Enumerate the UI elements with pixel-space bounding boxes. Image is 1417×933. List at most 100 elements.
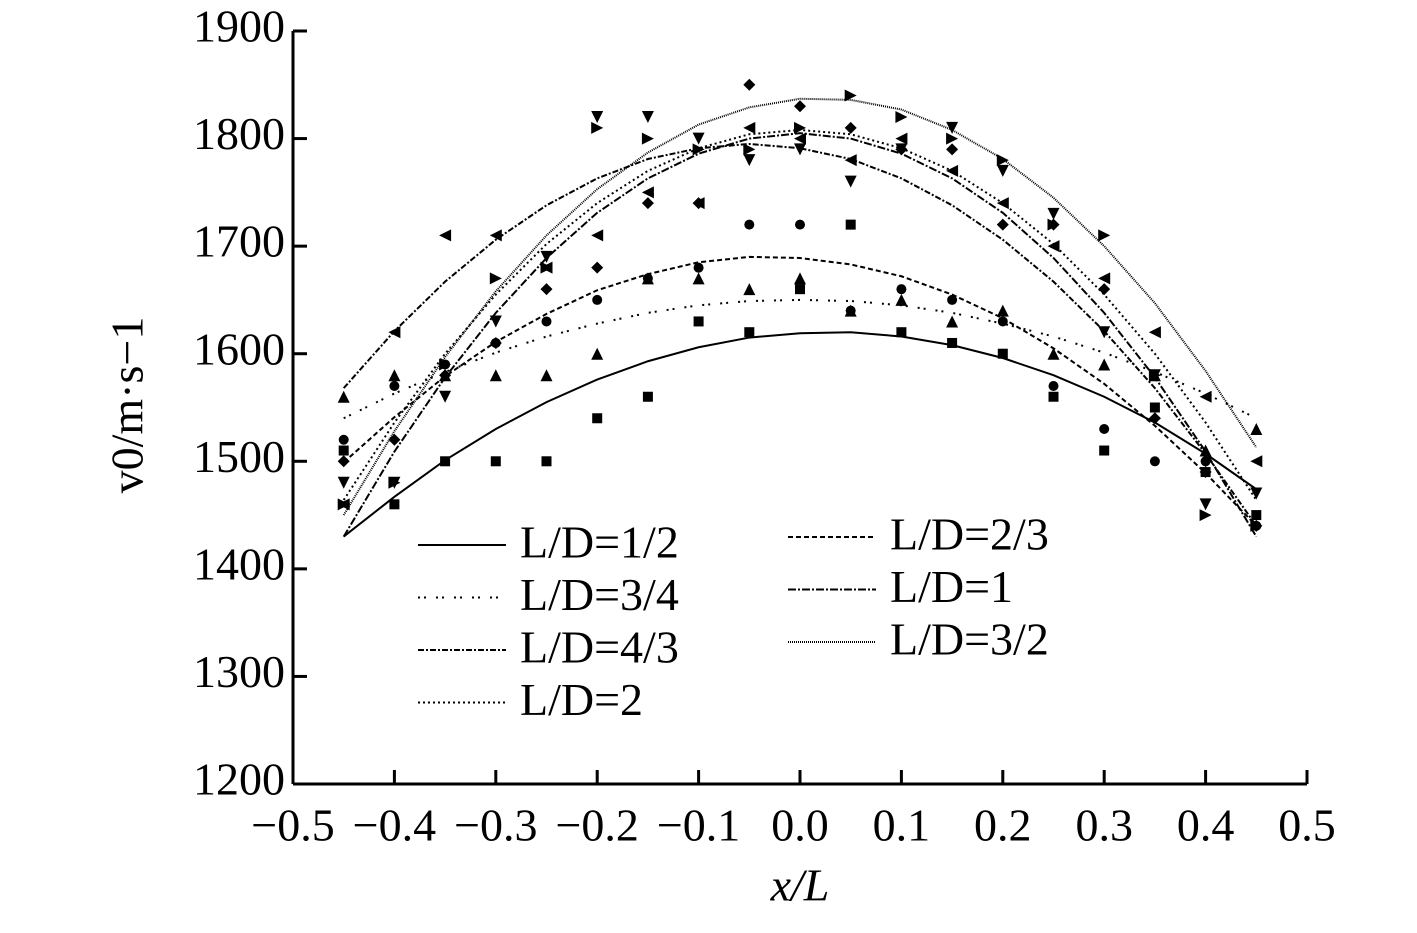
y-tick-label: 1800 [193, 108, 285, 159]
point [591, 347, 604, 360]
x-tick-label: 0.2 [974, 800, 1032, 851]
fit-line [343, 255, 1258, 527]
point [1199, 498, 1212, 511]
point [743, 121, 756, 134]
x-axis-label: x/L [770, 860, 830, 911]
point [1048, 391, 1059, 402]
point [389, 380, 400, 391]
point [794, 100, 806, 113]
point [591, 261, 604, 274]
point [388, 326, 401, 339]
point [1199, 444, 1212, 457]
point [1200, 456, 1211, 467]
point [1250, 519, 1263, 532]
x-tick-label: 0.1 [873, 800, 931, 851]
legend-label: L/D=2/3 [890, 509, 1049, 560]
fit-line [342, 128, 1258, 501]
point [338, 445, 349, 456]
point [692, 143, 705, 156]
point [642, 273, 653, 284]
point [591, 111, 604, 124]
point [388, 433, 401, 446]
point [541, 316, 552, 327]
point [844, 154, 857, 167]
point [895, 143, 908, 156]
point [440, 456, 451, 467]
point [1148, 412, 1161, 425]
y-tick-label: 1300 [193, 646, 285, 697]
point [895, 132, 908, 145]
point [744, 219, 755, 230]
point [388, 476, 401, 489]
point [1098, 358, 1111, 371]
point [895, 293, 908, 306]
point [1148, 326, 1161, 339]
point [1099, 424, 1110, 435]
point [439, 369, 452, 382]
fit-line [342, 132, 1258, 538]
point [540, 250, 553, 263]
point [692, 272, 705, 285]
legend-label: L/D=2 [520, 674, 643, 725]
fit-line [343, 298, 1257, 420]
legend-label: L/D=4/3 [520, 622, 679, 673]
x-tick-label: 0.4 [1177, 800, 1235, 851]
point [947, 294, 958, 305]
point [641, 186, 654, 199]
point [1098, 326, 1111, 339]
point [1047, 207, 1060, 220]
point [641, 111, 654, 124]
point [996, 164, 1009, 177]
point [997, 316, 1008, 327]
point [743, 154, 756, 167]
point [743, 283, 756, 296]
point [1047, 218, 1060, 231]
y-tick-label: 1700 [193, 216, 285, 267]
point [337, 476, 350, 489]
point [997, 348, 1008, 359]
point [489, 315, 502, 328]
x-tick-label: −0.3 [454, 800, 537, 851]
point [1251, 510, 1262, 521]
point [946, 132, 959, 145]
point [1199, 509, 1212, 522]
legend-label: L/D=1/2 [520, 517, 679, 568]
point [641, 132, 654, 145]
point [540, 261, 553, 274]
point [490, 456, 501, 467]
point [591, 121, 604, 134]
point [996, 218, 1009, 231]
point [540, 283, 553, 296]
point [895, 111, 908, 124]
point [337, 498, 350, 511]
point [946, 143, 959, 156]
point [845, 219, 856, 230]
x-tick-label: −0.4 [353, 800, 436, 851]
point [692, 197, 705, 210]
x-tick-label: 0.0 [771, 800, 829, 851]
point [1199, 466, 1212, 479]
point [844, 89, 857, 102]
x-tick-label: 0.3 [1075, 800, 1133, 851]
point [794, 143, 806, 156]
point [692, 132, 705, 145]
point [1099, 445, 1110, 456]
point [439, 390, 452, 403]
point [540, 369, 553, 382]
point [896, 327, 907, 338]
point [642, 391, 653, 402]
point [794, 272, 806, 285]
point [489, 229, 502, 242]
y-tick-label: 1600 [193, 323, 285, 374]
point [592, 294, 603, 305]
x-tick-label: −0.5 [251, 800, 334, 851]
fit-line [343, 331, 1257, 538]
point [1098, 283, 1111, 296]
point [744, 327, 755, 338]
point [947, 337, 958, 348]
point [946, 121, 959, 134]
point [844, 175, 857, 188]
point [337, 390, 350, 403]
point [743, 78, 756, 91]
fit-line [342, 97, 1258, 516]
